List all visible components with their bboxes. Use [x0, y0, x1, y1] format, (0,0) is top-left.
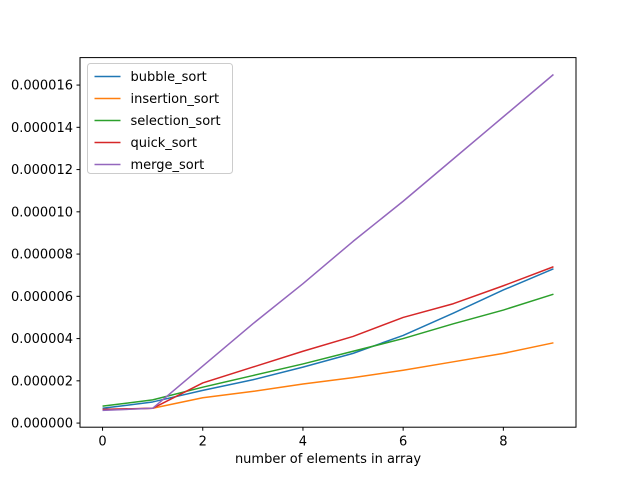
- y-tick-label: 0.000002: [11, 374, 73, 389]
- chart-line-bubble_sort: [102, 268, 554, 410]
- x-tick-label: 8: [499, 435, 507, 450]
- data-series: [102, 73, 554, 412]
- legend: bubble_sort insertion_sort selection_sortq…: [87, 63, 233, 174]
- legend-label-merge_sort: merge_sort: [131, 158, 205, 173]
- chart-line-selection_sort: [102, 293, 554, 407]
- chart-line-quick_sort: [102, 266, 554, 411]
- y-tick-label: 0.000008: [11, 248, 73, 263]
- y-tick-label: 0.000010: [11, 205, 73, 220]
- y-tick-label: 0.000014: [11, 121, 73, 136]
- chart-line-insertion_sort: [102, 342, 554, 411]
- x-tick-label: 4: [299, 435, 307, 450]
- legend-label-quick_sort: quick_sort: [131, 136, 197, 151]
- chart-line-merge_sort: [102, 73, 554, 412]
- y-tick-label: 0.000000: [11, 417, 73, 432]
- legend-box: [87, 63, 233, 174]
- x-tick-label: 2: [199, 435, 207, 450]
- axis-ticks: 0 2 4 6 8 0.000000 0.000002 0.000004 0.000006 0.0…: [11, 79, 508, 450]
- plot-area: [79, 57, 577, 428]
- x-tick-label: 0: [98, 435, 106, 450]
- legend-label-insertion_sort: insertion_sort: [131, 92, 220, 107]
- y-tick-label: 0.000006: [11, 290, 73, 305]
- y-tick-label: 0.000004: [11, 332, 73, 347]
- legend-label-selection_sort: selection_sort: [131, 114, 221, 129]
- y-tick-label: 0.000012: [11, 163, 73, 178]
- legend-label-bubble_sort: bubble_sort: [131, 70, 207, 85]
- x-tick-label: 6: [399, 435, 407, 450]
- y-tick-label: 0.000016: [11, 79, 73, 94]
- x-axis-label: number of elements in array: [235, 452, 421, 467]
